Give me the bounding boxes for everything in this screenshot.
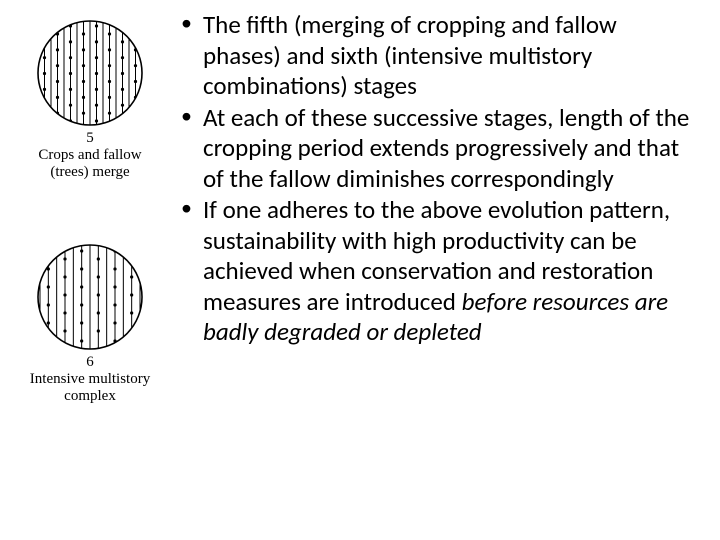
bullet-3: If one adheres to the above evolution pa… (175, 195, 700, 348)
diagrams-column: 5 Crops and fallow (trees) merge 6 Inten… (5, 10, 175, 530)
text-column: The fifth (merging of cropping and fallo… (175, 10, 700, 530)
diagram-6-number: 6 (86, 354, 94, 371)
bullet-list: The fifth (merging of cropping and fallo… (175, 10, 700, 348)
diagram-6: 6 Intensive multistory complex (30, 242, 150, 406)
diagram-6-caption: Intensive multistory complex (30, 371, 150, 406)
circle-diagram-6 (35, 242, 145, 352)
diagram-5-number: 5 (86, 130, 94, 147)
bullet-2: At each of these successive stages, leng… (175, 103, 700, 195)
circle-diagram-5 (35, 18, 145, 128)
bullet-1: The fifth (merging of cropping and fallo… (175, 10, 700, 102)
diagram-5: 5 Crops and fallow (trees) merge (35, 18, 145, 182)
diagram-5-caption: Crops and fallow (trees) merge (38, 147, 141, 182)
